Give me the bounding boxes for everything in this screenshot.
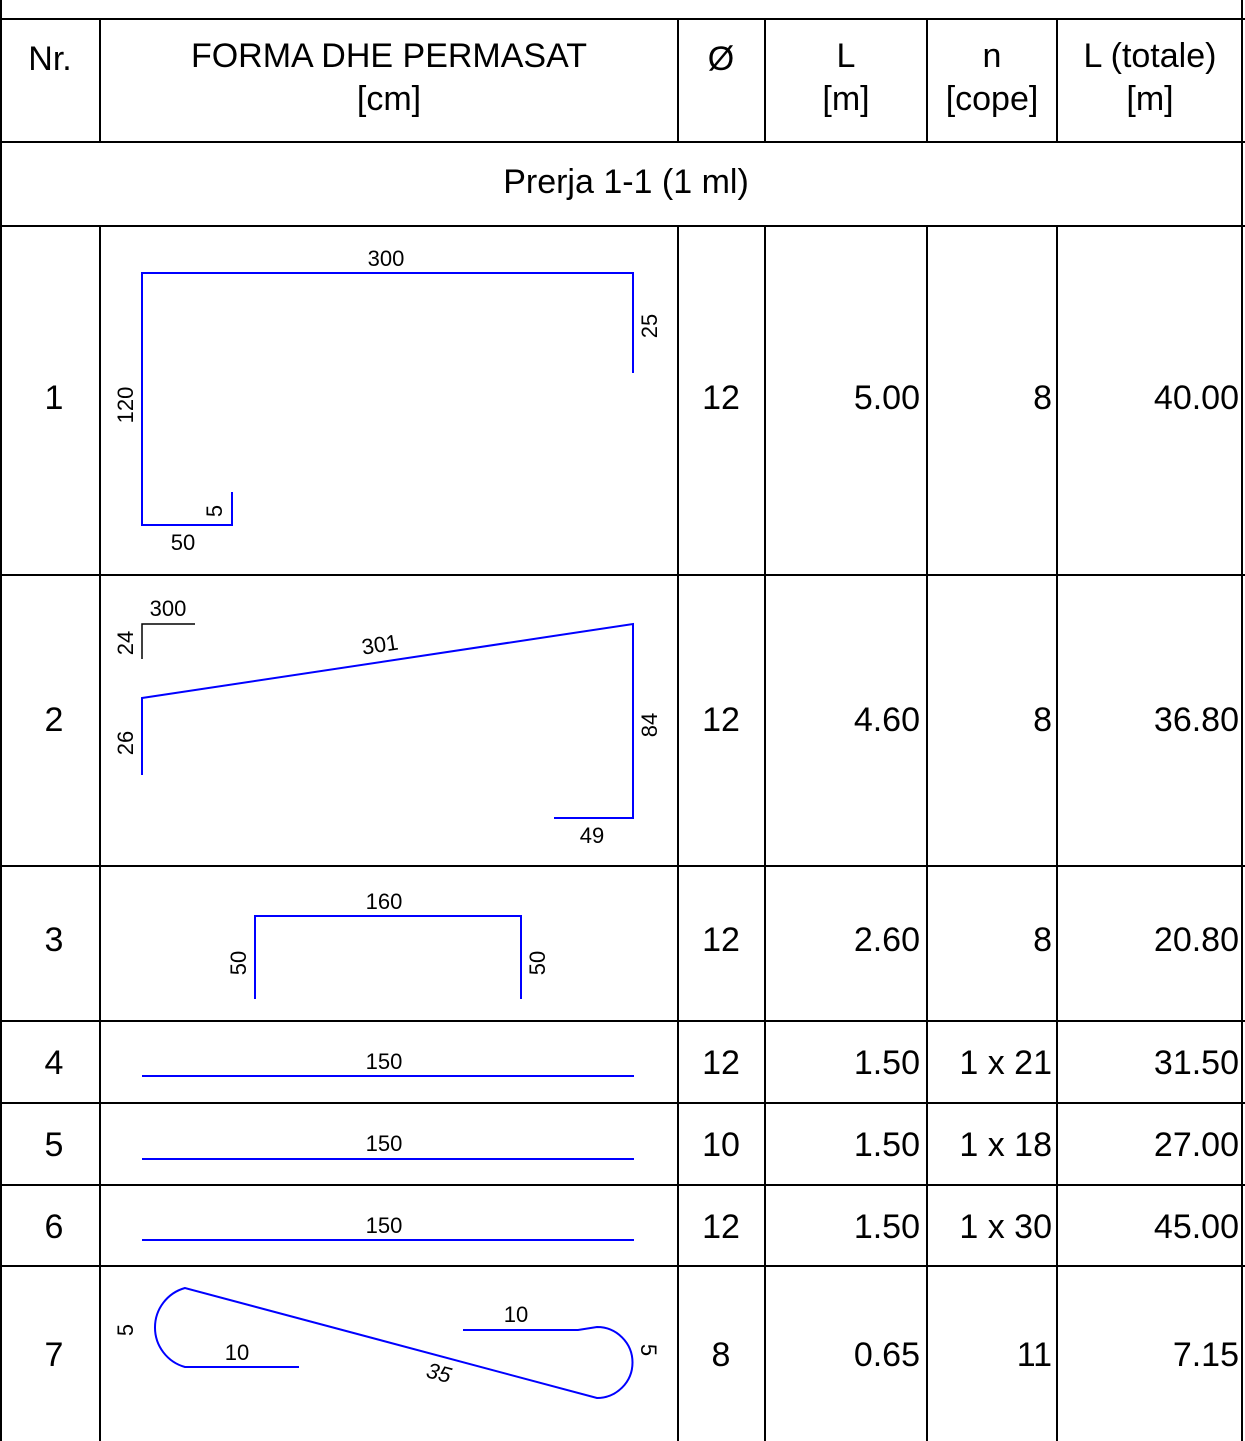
table-row: 5 10 1.50 1 x 18 27.00 [45, 1126, 1239, 1164]
row-length: 1.50 [854, 1044, 920, 1082]
header-count-line1: n [983, 37, 1002, 75]
row-diameter: 12 [702, 701, 740, 739]
dim-label: 50 [226, 951, 251, 975]
row-nr: 5 [45, 1126, 64, 1164]
table-row: 3 12 2.60 8 20.80 [45, 921, 1239, 959]
row-diameter: 12 [702, 1208, 740, 1246]
row-nr: 3 [45, 921, 64, 959]
bar-shape-4: 150 [142, 1049, 634, 1077]
row-count: 1 x 18 [959, 1126, 1052, 1164]
dim-label: 26 [113, 731, 138, 755]
bar-shape-7: 5 10 35 10 5 [113, 1286, 661, 1400]
dim-label: 150 [366, 1131, 403, 1156]
row-diameter: 10 [702, 1126, 740, 1164]
row-nr: 4 [45, 1044, 64, 1082]
dim-label: 5 [113, 1324, 138, 1336]
header-length-line2: [m] [822, 80, 869, 118]
row-nr: 6 [45, 1208, 64, 1246]
section-title: Prerja 1-1 (1 ml) [503, 163, 749, 201]
row-total: 20.80 [1154, 921, 1239, 959]
table-row: 2 12 4.60 8 36.80 [45, 701, 1239, 739]
dim-label: 120 [113, 387, 138, 424]
row-total: 40.00 [1154, 379, 1239, 417]
row-length: 1.50 [854, 1126, 920, 1164]
dim-label: 5 [636, 1344, 661, 1356]
dim-label: 160 [366, 889, 403, 914]
row-count: 1 x 30 [959, 1208, 1052, 1246]
slope-indicator [141, 623, 195, 659]
dim-label: 301 [360, 629, 400, 659]
dim-label: 150 [366, 1213, 403, 1238]
table-row: 6 12 1.50 1 x 30 45.00 [45, 1208, 1239, 1246]
row-diameter: 8 [712, 1336, 731, 1374]
dim-label: 84 [637, 713, 662, 737]
row-nr: 2 [45, 701, 64, 739]
dim-label: 50 [525, 951, 550, 975]
row-count: 8 [1033, 701, 1052, 739]
dim-label: 50 [171, 530, 195, 555]
table-row: 4 12 1.50 1 x 21 31.50 [45, 1044, 1239, 1082]
header-nr: Nr. [28, 40, 71, 78]
row-length: 4.60 [854, 701, 920, 739]
dim-label: 25 [637, 314, 662, 338]
bar-shape-1: 300 25 120 5 50 [113, 246, 662, 555]
dim-label: 150 [366, 1049, 403, 1074]
bar-shape-2: 300 24 301 26 84 49 [113, 596, 662, 848]
header-diameter: Ø [708, 40, 734, 78]
row-length: 2.60 [854, 921, 920, 959]
table-header: Nr. FORMA DHE PERMASAT [cm] Ø L [m] n [c… [28, 37, 1216, 118]
header-forma-line1: FORMA DHE PERMASAT [191, 37, 587, 75]
row-length: 5.00 [854, 379, 920, 417]
bar-shape-3: 160 50 50 [226, 889, 550, 999]
row-count: 8 [1033, 921, 1052, 959]
row-total: 45.00 [1154, 1208, 1239, 1246]
bar-shape-5: 150 [142, 1131, 634, 1160]
dim-label: 10 [504, 1302, 528, 1327]
row-total: 31.50 [1154, 1044, 1239, 1082]
header-total-line2: [m] [1126, 80, 1173, 118]
row-length: 1.50 [854, 1208, 920, 1246]
dim-label: 49 [580, 823, 604, 848]
dim-label: 24 [113, 631, 138, 655]
row-nr: 1 [45, 379, 64, 417]
table-row: 1 12 5.00 8 40.00 [45, 379, 1239, 417]
dim-label: 10 [225, 1340, 249, 1365]
row-nr: 7 [45, 1336, 64, 1374]
row-diameter: 12 [702, 921, 740, 959]
table-row: 7 8 0.65 11 7.15 [45, 1336, 1239, 1374]
header-count-line2: [cope] [946, 80, 1039, 118]
header-forma-line2: [cm] [357, 80, 421, 118]
row-count: 1 x 21 [959, 1044, 1052, 1082]
row-diameter: 12 [702, 379, 740, 417]
row-total: 7.15 [1173, 1336, 1239, 1374]
row-count: 11 [1017, 1336, 1052, 1374]
header-length-line1: L [837, 37, 856, 75]
row-length: 0.65 [854, 1336, 920, 1374]
dim-label: 300 [150, 596, 187, 621]
dim-label: 300 [368, 246, 405, 271]
dim-label: 35 [424, 1358, 455, 1389]
bar-shape-6: 150 [142, 1213, 634, 1241]
header-total-line1: L (totale) [1084, 37, 1217, 75]
row-count: 8 [1033, 379, 1052, 417]
row-total: 27.00 [1154, 1126, 1239, 1164]
row-total: 36.80 [1154, 701, 1239, 739]
row-diameter: 12 [702, 1044, 740, 1082]
dim-label: 5 [202, 505, 227, 517]
